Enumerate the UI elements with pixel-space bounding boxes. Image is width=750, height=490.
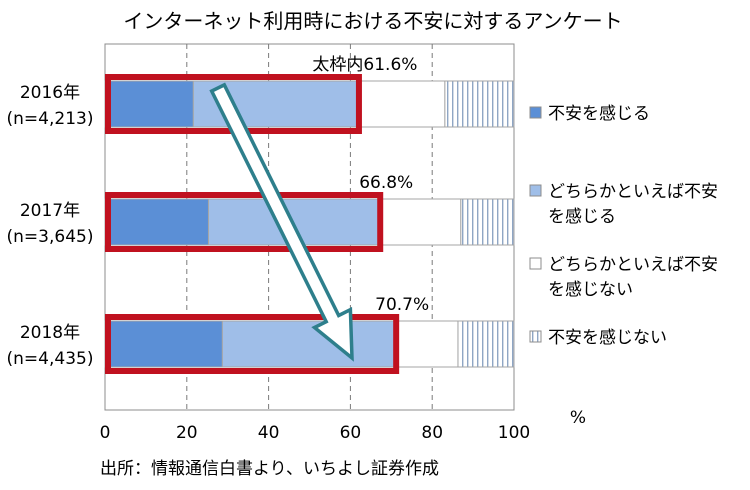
y-label-n: (n=4,213) bbox=[7, 109, 94, 129]
x-tick-20: 20 bbox=[176, 423, 198, 443]
y-label-year: 2018年 bbox=[20, 323, 80, 343]
bar-2016年-series-3 bbox=[356, 80, 446, 128]
highlight-box-2018年 bbox=[105, 314, 400, 374]
x-tick-40: 40 bbox=[258, 423, 280, 443]
legend: 不安を感じるどちらかといえば不安を感じるどちらかといえば不安を感じない不安を感じ… bbox=[529, 104, 718, 348]
y-label-n: (n=3,645) bbox=[7, 227, 94, 247]
source-note: 出所：情報通信白書より、いちよし証券作成 bbox=[100, 459, 439, 479]
legend-swatch-4 bbox=[529, 330, 542, 343]
x-tick-80: 80 bbox=[421, 423, 443, 443]
legend-swatch-2 bbox=[529, 184, 542, 197]
bar-2017年-series-3 bbox=[377, 198, 462, 246]
bar-2018年-series-3 bbox=[393, 320, 459, 368]
legend-label-1: 不安を感じる bbox=[548, 104, 650, 124]
x-tick-100: 100 bbox=[498, 423, 530, 443]
bar-2017年-series-1 bbox=[104, 198, 209, 246]
bar-layer bbox=[104, 80, 515, 368]
x-axis-tick-labels: 0 20 40 60 80 100 bbox=[100, 423, 531, 443]
x-tick-0: 0 bbox=[100, 423, 111, 443]
legend-label-3: どちらかといえば不安を感じない bbox=[548, 255, 718, 300]
unit-label: % bbox=[570, 408, 586, 428]
bar-2016年-series-1 bbox=[104, 80, 194, 128]
bar-2016年-series-4 bbox=[444, 80, 515, 128]
bar-2018年-series-4 bbox=[457, 320, 515, 368]
bar-2017年-series-4 bbox=[460, 198, 515, 246]
highlight-box-2017年 bbox=[105, 192, 384, 252]
trend-arrow bbox=[209, 82, 354, 362]
chart-title: インターネット利用時における不安に対するアンケート bbox=[123, 9, 622, 33]
y-label-n: (n=4,435) bbox=[7, 349, 94, 369]
legend-swatch-1 bbox=[529, 106, 542, 119]
x-tick-60: 60 bbox=[340, 423, 362, 443]
box-label-2018年: 70.7% bbox=[375, 295, 429, 315]
bar-2018年-series-1 bbox=[104, 320, 223, 368]
y-axis-labels: 2016年 (n=4,213) 2017年 (n=3,645) 2018年 (n=4,43… bbox=[7, 83, 94, 369]
legend-swatch-3 bbox=[529, 257, 542, 270]
box-label-2016年: 太枠内61.6% bbox=[312, 55, 417, 75]
y-label-year: 2016年 bbox=[20, 83, 80, 103]
y-label-year: 2017年 bbox=[20, 201, 80, 221]
box-labels: 太枠内61.6% 66.8% 70.7% bbox=[312, 55, 429, 315]
legend-label-2: どちらかといえば不安を感じる bbox=[548, 182, 718, 227]
box-label-2017年: 66.8% bbox=[359, 173, 413, 193]
legend-label-4: 不安を感じない bbox=[548, 328, 667, 348]
bar-2018年-series-2 bbox=[221, 320, 395, 368]
